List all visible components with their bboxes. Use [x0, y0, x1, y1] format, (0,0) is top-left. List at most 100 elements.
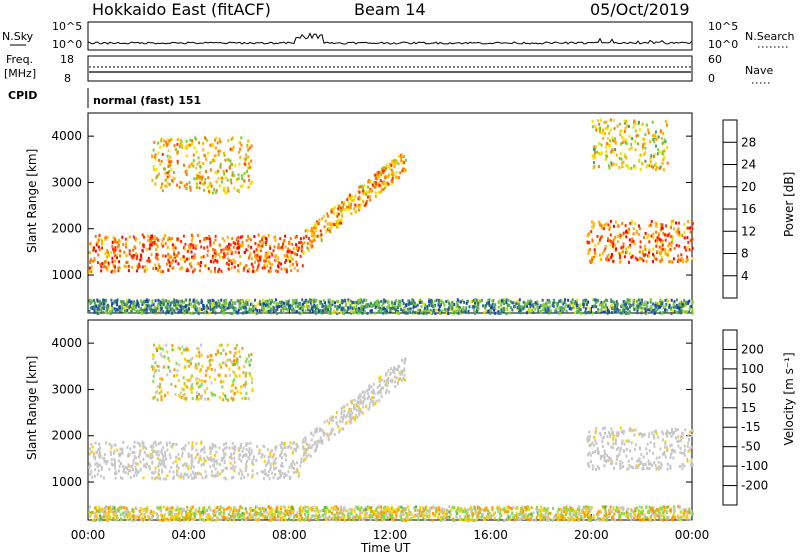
- power-echo-cell: [664, 252, 667, 256]
- beam-title: Beam 14: [354, 0, 426, 19]
- power-echo-cell: [626, 311, 629, 315]
- vel-echo-cell: [343, 409, 346, 413]
- power-echo-cell: [263, 257, 266, 261]
- power-echo-cell: [279, 237, 282, 241]
- power-echo-cell: [612, 259, 615, 263]
- power-echo-cell: [269, 262, 271, 265]
- power-echo-cell: [367, 179, 370, 182]
- power-echo-cell: [153, 140, 156, 144]
- vel-echo-cell: [281, 441, 284, 445]
- power-echo-cell: [144, 305, 147, 309]
- vel-echo-cell: [236, 343, 239, 347]
- power-echo-cell: [625, 235, 628, 239]
- power-echo-cell: [327, 305, 330, 309]
- power-echo-cell: [659, 298, 662, 302]
- power-echo-cell: [341, 214, 344, 218]
- vel-echo-cell: [247, 397, 250, 401]
- power-echo-cell: [482, 304, 485, 308]
- power-echo-cell: [623, 130, 626, 133]
- vel-echo-cell: [372, 388, 375, 392]
- power-echo-cell: [242, 303, 245, 307]
- power-echo-cell: [505, 307, 508, 311]
- power-echo-cell: [219, 149, 222, 153]
- power-echo-cell: [277, 303, 280, 306]
- power-echo-cell: [260, 245, 263, 248]
- power-echo-cell: [677, 258, 680, 262]
- power-echo-cell: [594, 298, 596, 302]
- power-echo-cell: [303, 301, 306, 304]
- vel-echo-cell: [243, 453, 245, 457]
- vel-echo-cell: [195, 448, 198, 452]
- power-echo-cell: [412, 299, 415, 303]
- power-echo-cell: [168, 182, 171, 186]
- power-echo-cell: [326, 222, 329, 226]
- power-echo-cell: [574, 311, 577, 315]
- power-echo-cell: [271, 300, 274, 304]
- power-echo-cell: [462, 306, 465, 310]
- power-echo-cell: [257, 233, 260, 237]
- power-echo-cell: [518, 298, 521, 302]
- power-echo-cell: [432, 308, 435, 312]
- power-echo-cell: [141, 233, 144, 237]
- power-echo-cell: [198, 141, 201, 145]
- vel-echo-cell: [201, 476, 204, 480]
- power-echo-cell: [630, 142, 633, 146]
- power-echo-cell: [265, 243, 267, 246]
- power-echo-cell: [308, 249, 310, 253]
- vel-echo-cell: [651, 431, 654, 435]
- vel-echo-cell: [183, 447, 186, 451]
- power-echo-cell: [221, 236, 224, 240]
- power-echo-cell: [290, 269, 293, 273]
- power-echo-cell: [347, 306, 350, 310]
- power-echo-cell: [131, 256, 134, 260]
- power-echo-cell: [113, 299, 116, 303]
- power-echo-cell: [114, 310, 117, 314]
- vel-echo-cell: [356, 400, 359, 404]
- power-echo-cell: [358, 307, 360, 310]
- vel-echo-cell: [617, 446, 620, 450]
- power-echo-cell: [286, 250, 289, 254]
- power-echo-cell: [660, 250, 663, 254]
- power-echo-cell: [261, 305, 264, 309]
- vel-echo-cell: [401, 372, 404, 376]
- power-echo-cell: [670, 298, 673, 302]
- vel-echo-cell: [224, 466, 227, 470]
- power-echo-cell: [98, 233, 101, 237]
- power-echo-cell: [613, 308, 616, 312]
- power-echo-cell: [224, 300, 227, 304]
- power-echo-cell: [102, 299, 105, 303]
- power-echo-cell: [245, 264, 248, 267]
- power-echo-cell: [629, 243, 632, 247]
- power-echo-cell: [197, 311, 200, 315]
- power-echo-cell: [157, 266, 160, 270]
- vel-echo-cell: [601, 454, 604, 458]
- vel-echo-cell: [180, 513, 183, 517]
- power-echo-cell: [655, 224, 658, 228]
- power-echo-cell: [627, 231, 630, 235]
- vel-echo-cell: [200, 383, 203, 386]
- vel-echo-cell: [686, 457, 689, 461]
- vel-echo-cell: [253, 455, 256, 459]
- nsearch-label: N.Search: [745, 30, 795, 43]
- vel-echo-cell: [258, 451, 261, 455]
- power-echo-cell: [573, 305, 576, 309]
- power-echo-cell: [505, 298, 508, 302]
- vel-echo-cell: [368, 384, 371, 388]
- vel-echo-cell: [225, 352, 227, 356]
- power-echo-cell: [147, 234, 150, 238]
- power-echo-cell: [189, 246, 192, 250]
- power-echo-cell: [177, 262, 180, 266]
- vel-echo-cell: [245, 448, 248, 452]
- power-echo-cell: [632, 232, 635, 236]
- vel-echo-cell: [348, 419, 351, 423]
- vel-echo-cell: [368, 387, 370, 391]
- vel-echo-cell: [181, 387, 184, 391]
- power-echo-cell: [542, 308, 544, 312]
- power-echo-cell: [321, 303, 324, 307]
- vel-echo-cell: [165, 477, 168, 481]
- power-echo-cell: [227, 242, 230, 246]
- power-echo-cell: [679, 310, 682, 313]
- power-echo-cell: [644, 244, 646, 248]
- power-echo-cell: [342, 311, 345, 315]
- power-echo-cell: [529, 308, 532, 312]
